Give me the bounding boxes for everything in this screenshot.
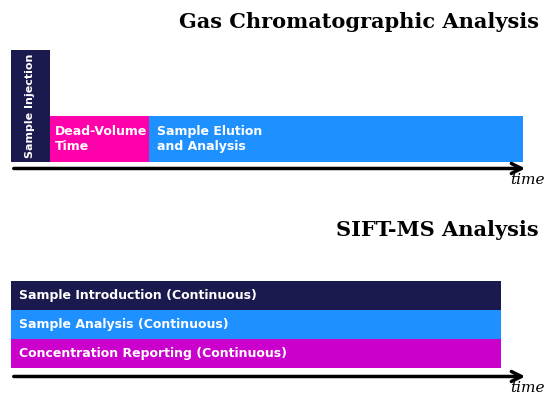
Text: Sample Introduction (Continuous): Sample Introduction (Continuous) [19,289,257,302]
Bar [11,310,500,339]
Bar [148,116,522,162]
Text: Dead-Volume
Time: Dead-Volume Time [55,125,147,154]
Bar [11,339,500,368]
Bar [11,50,49,162]
Text: Gas Chromatographic Analysis: Gas Chromatographic Analysis [179,12,539,32]
Bar [11,281,500,310]
Text: time: time [510,173,544,187]
Text: Concentration Reporting (Continuous): Concentration Reporting (Continuous) [19,347,287,360]
Text: SIFT-MS Analysis: SIFT-MS Analysis [337,220,539,240]
Text: Sample Elution
and Analysis: Sample Elution and Analysis [157,125,262,154]
Text: Sample Injection: Sample Injection [25,54,35,158]
Text: time: time [510,381,544,395]
Text: Sample Analysis (Continuous): Sample Analysis (Continuous) [19,318,229,331]
Bar [50,116,148,162]
